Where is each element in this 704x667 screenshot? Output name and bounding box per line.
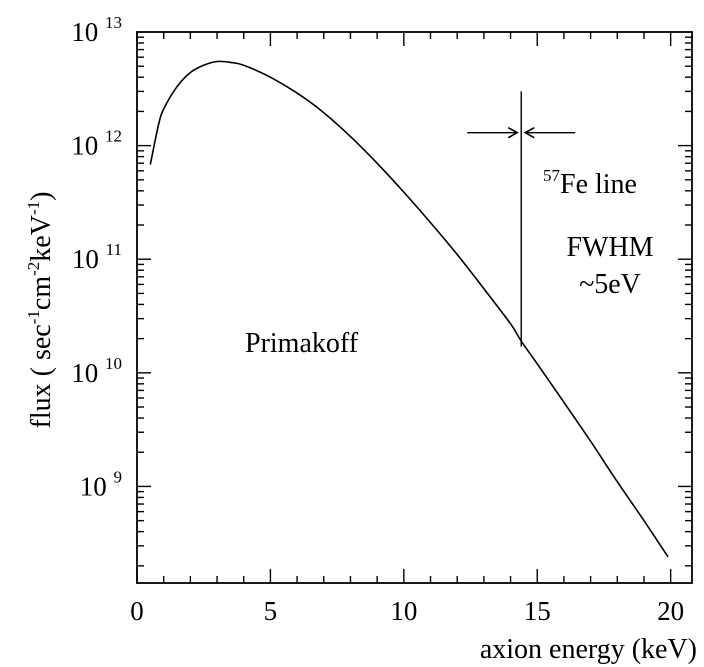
x-tick-label: 0	[130, 596, 144, 626]
x-axis-title: axion energy (keV)	[480, 634, 697, 665]
y-tick-label: 10 11	[72, 240, 122, 274]
x-tick-label: 20	[657, 596, 684, 626]
y-axis-ticks: 10 13 10 12 10 11 10 10 10 9	[71, 13, 692, 567]
plot-frame	[136, 31, 693, 584]
fe-line-marker	[467, 91, 576, 347]
fe-line-text: Fe line	[560, 169, 637, 200]
y-title-prefix: flux ( sec	[26, 324, 57, 428]
x-tick-label: 10	[390, 596, 417, 626]
y-tick-label: 10 9	[80, 467, 122, 501]
y-title-exp3: -1	[24, 201, 43, 215]
y-title-exp1: -1	[24, 310, 43, 324]
primakoff-flux-curve	[149, 60, 669, 558]
y-title-mid1: cm	[26, 276, 57, 310]
fwhm-label: FWHM	[566, 232, 653, 263]
fe-isotope-number: 57	[543, 166, 561, 185]
y-axis-title: flux ( sec-1cm-2keV-1)	[24, 192, 57, 429]
x-axis-ticks: 0 5 10 15 20	[130, 32, 684, 626]
y-title-mid2: keV	[26, 215, 57, 262]
x-tick-label: 5	[264, 596, 278, 626]
fwhm-left-arrowhead	[507, 126, 519, 139]
y-tick-label: 10 13	[71, 13, 122, 47]
fwhm-value-label: ~5eV	[579, 269, 641, 300]
fe-line-label: 57Fe line	[543, 166, 637, 200]
fwhm-right-arrowhead	[523, 126, 535, 139]
y-title-suffix: )	[26, 192, 57, 201]
y-tick-label: 10 10	[71, 354, 122, 388]
x-tick-label: 15	[524, 596, 551, 626]
y-title-exp2: -2	[24, 262, 43, 276]
y-tick-label: 10 12	[71, 127, 122, 161]
primakoff-label: Primakoff	[245, 328, 359, 359]
